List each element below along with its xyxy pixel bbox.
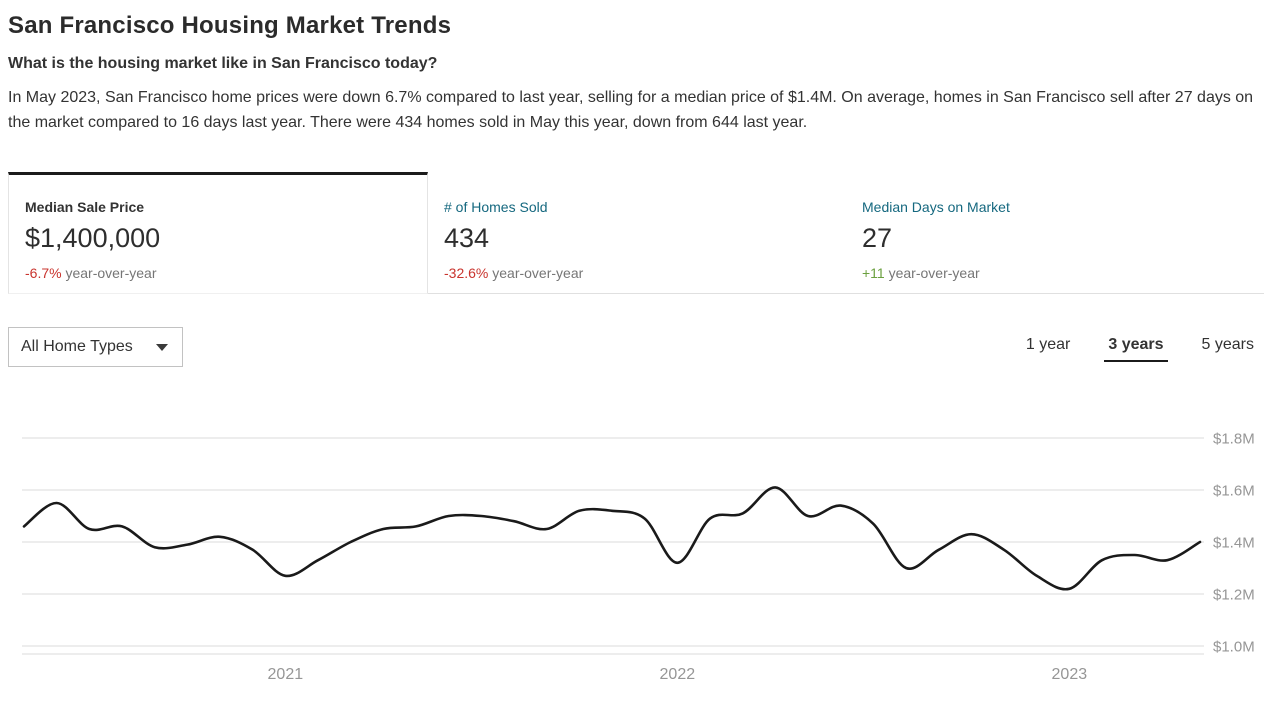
market-summary-paragraph: In May 2023, San Francisco home prices w… [8,89,1254,131]
tab-median-days-on-market[interactable]: Median Days on Market 27 +11 year-over-y… [846,172,1264,294]
range-5-years[interactable]: 5 years [1201,336,1254,353]
range-1-year[interactable]: 1 year [1025,336,1071,353]
change-suffix: year-over-year [488,265,584,281]
metric-value: 434 [444,223,490,253]
home-type-dropdown[interactable]: All Home Types [8,327,183,367]
y-axis-tick-label: $1.6M [1213,483,1255,500]
median-sale-price-trend-line[interactable] [22,486,1202,591]
chevron-down-icon [156,343,168,351]
home-type-selected-value: All Home Types [21,338,133,355]
change-value: -6.7% [25,265,62,281]
change-value: +11 [862,265,885,281]
metric-label: # of Homes Sold [444,199,548,215]
y-axis-tick-label: $1.0M [1213,639,1255,656]
metric-change: +11 year-over-year [862,265,1248,281]
metric-change: -6.7% year-over-year [25,265,411,281]
price-trend-chart[interactable]: $1.8M $1.6M $1.4M $1.2M $1.0M 2021 2022 2023 [8,399,1272,694]
x-axis-tick-label: 2021 [268,666,304,683]
metric-tabs: Median Sale Price $1,400,000 -6.7% year-… [8,172,1264,294]
x-axis-tick-label: 2023 [1052,666,1088,683]
tab-homes-sold[interactable]: # of Homes Sold 434 -32.6% year-over-yea… [428,172,846,294]
page-subtitle: What is the housing market like in San F… [8,55,438,72]
change-suffix: year-over-year [884,265,980,281]
change-suffix: year-over-year [61,265,157,281]
metric-change: -32.6% year-over-year [444,265,830,281]
y-axis-tick-label: $1.2M [1213,587,1255,604]
range-3-years[interactable]: 3 years [1104,332,1168,362]
metric-value: 27 [862,223,893,253]
metric-label: Median Days on Market [862,199,1010,215]
tab-median-sale-price[interactable]: Median Sale Price $1,400,000 -6.7% year-… [8,172,428,294]
x-axis-tick-label: 2022 [660,666,696,683]
line-chart-svg[interactable]: $1.8M $1.6M $1.4M $1.2M $1.0M 2021 2022 2023 [8,399,1272,689]
housing-trends-page: San Francisco Housing Market Trends What… [0,12,1272,694]
y-axis-tick-label: $1.4M [1213,535,1255,552]
page-title: San Francisco Housing Market Trends [8,12,452,39]
chart-controls: All Home Types 1 year 3 years 5 years [8,327,1264,367]
y-axis-tick-label: $1.8M [1213,431,1255,448]
change-value: -32.6% [444,265,489,281]
metric-label: Median Sale Price [25,199,145,215]
metric-value: $1,400,000 [25,223,161,253]
time-range-selector: 1 year 3 years 5 years [1022,332,1258,362]
